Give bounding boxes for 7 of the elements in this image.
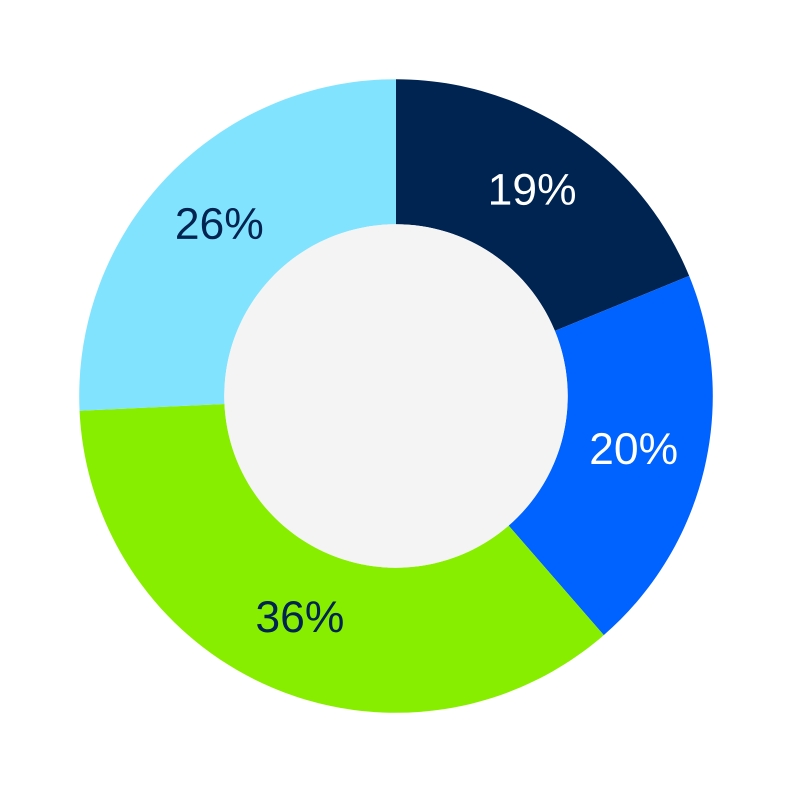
donut-slice bbox=[508, 276, 713, 636]
data-label: 19% bbox=[491, 174, 575, 206]
donut-slice bbox=[79, 79, 396, 411]
donut-slice bbox=[396, 79, 690, 331]
data-label: 20% bbox=[591, 432, 677, 464]
data-label: 26% bbox=[177, 208, 262, 240]
data-label: 36% bbox=[257, 601, 343, 632]
